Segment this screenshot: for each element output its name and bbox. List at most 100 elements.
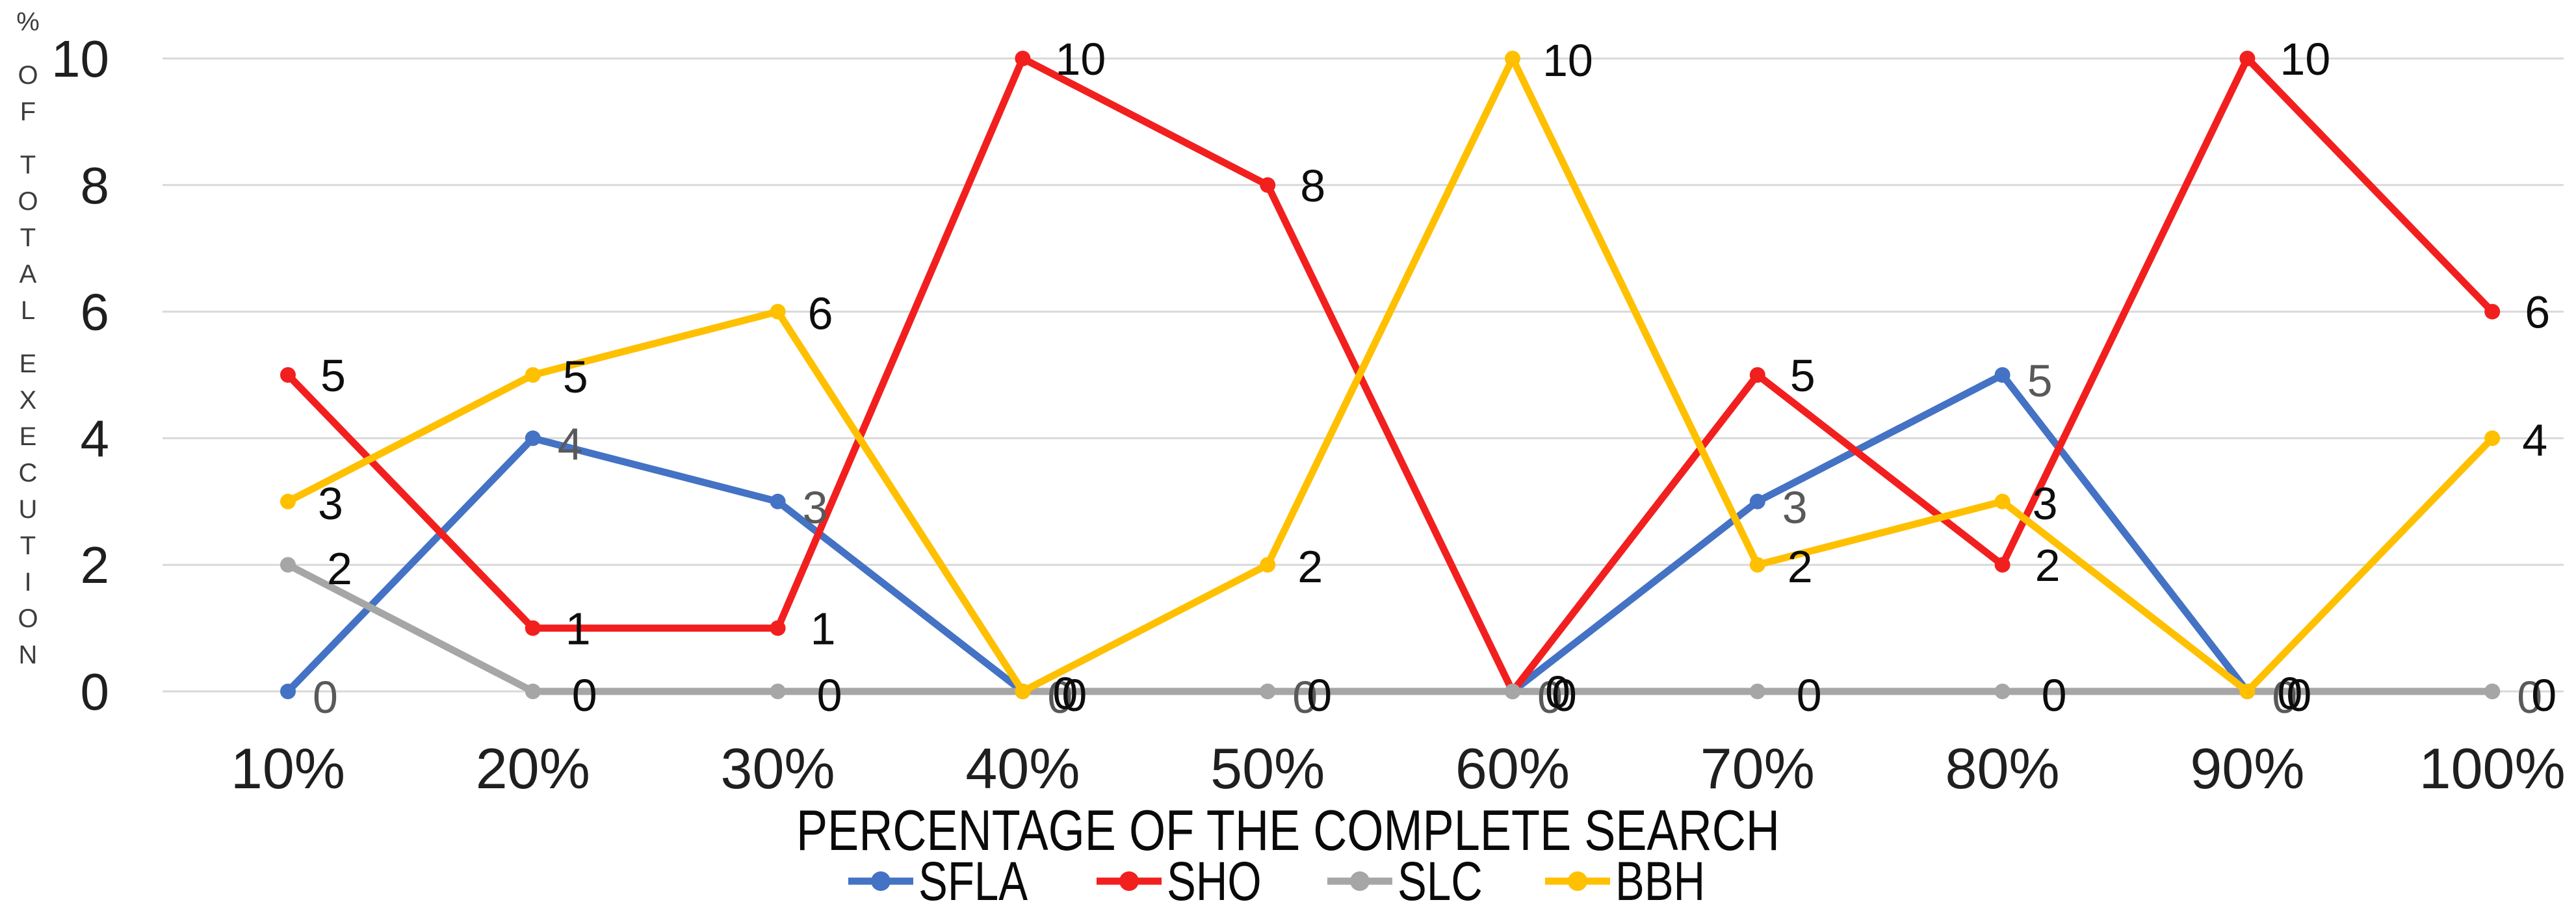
- y-title-char: T: [20, 224, 36, 252]
- data-label-slc: 0: [1061, 670, 1087, 721]
- data-label-sho: 1: [566, 604, 591, 654]
- data-point-bbh: [525, 367, 541, 383]
- data-label-slc: 0: [2286, 670, 2311, 721]
- data-label-sho: 5: [320, 350, 346, 401]
- data-label-sfla: 3: [1782, 482, 1808, 533]
- y-tick-label: 2: [81, 536, 110, 594]
- data-point-sfla: [1994, 367, 2010, 383]
- data-point-slc: [770, 684, 786, 699]
- data-label-sho: 8: [1300, 161, 1325, 211]
- legend-line-marker-icon: [1544, 871, 1610, 891]
- data-point-slc: [1505, 684, 1520, 699]
- x-tick-label: 100%: [2419, 736, 2566, 801]
- data-point-sfla: [770, 493, 786, 509]
- series-line-slc: [284, 561, 2496, 695]
- data-point-slc: [525, 684, 541, 699]
- data-point-bbh: [1505, 51, 1520, 66]
- y-title-char: T: [20, 532, 36, 560]
- data-point-sho: [2239, 51, 2256, 66]
- data-label-bbh: 2: [1297, 541, 1323, 592]
- y-title-char: X: [19, 386, 37, 415]
- data-label-bbh: 3: [318, 478, 343, 529]
- x-axis-title: PERCENTAGE OF THE COMPLETE SEARCH: [0, 801, 2576, 860]
- data-label-slc: 0: [2531, 670, 2556, 721]
- data-label-bbh: 6: [808, 289, 833, 339]
- x-tick-label: 40%: [965, 736, 1080, 801]
- data-label-slc: 0: [1797, 670, 1822, 721]
- data-label-sfla: 3: [803, 482, 828, 533]
- y-title-char: N: [18, 641, 38, 669]
- data-point-sfla: [525, 430, 541, 446]
- data-label-bbh: 5: [563, 352, 588, 402]
- data-label-sho: 2: [2035, 540, 2061, 591]
- data-label-slc: 2: [327, 543, 352, 594]
- data-label-sfla: 0: [1292, 672, 1318, 723]
- legend-item-slc: SLC: [1327, 850, 1503, 912]
- data-label-sfla: 0: [1047, 672, 1073, 723]
- x-tick-label: 30%: [721, 736, 835, 801]
- data-point-sho: [770, 620, 786, 636]
- data-point-slc: [280, 557, 296, 573]
- data-label-bbh: 0: [1052, 668, 1078, 719]
- data-label-bbh: 4: [2522, 415, 2547, 465]
- y-tick-label: 4: [81, 409, 110, 467]
- legend-label: BBH: [1615, 851, 1706, 912]
- data-point-sfla: [280, 684, 296, 699]
- data-point-sho: [525, 620, 541, 636]
- data-label-sfla: 0: [1537, 672, 1563, 723]
- data-label-sho: 6: [2525, 287, 2550, 338]
- data-point-bbh: [1015, 684, 1031, 699]
- data-point-sho: [1015, 51, 1031, 66]
- series-line-sho: [284, 55, 2496, 695]
- data-label-slc: 0: [2042, 670, 2067, 721]
- data-point-slc: [1994, 684, 2010, 699]
- data-label-sho: 0: [1545, 667, 1570, 717]
- legend-item-sho: SHO: [1097, 850, 1285, 912]
- data-point-bbh: [1260, 557, 1276, 573]
- y-title-char: T: [20, 151, 36, 179]
- y-title-char: E: [19, 422, 37, 451]
- data-label-sfla: 4: [558, 418, 583, 469]
- data-point-sho: [2484, 303, 2501, 320]
- legend-marker-dot: [871, 871, 891, 891]
- data-label-bbh: 10: [1542, 35, 1593, 86]
- legend: SFLA SHO SLC BBH: [0, 850, 2576, 912]
- data-label-slc: 0: [1307, 670, 1332, 721]
- data-point-bbh: [1994, 493, 2010, 509]
- y-title-char: A: [19, 260, 37, 289]
- legend-label: SFLA: [918, 851, 1028, 912]
- data-label-sfla: 0: [313, 672, 338, 723]
- y-title-char: E: [19, 350, 37, 378]
- x-tick-label: 10%: [231, 736, 345, 801]
- x-tick-label: 70%: [1700, 736, 1815, 801]
- series-line-sfla: [284, 371, 2496, 695]
- y-axis-title: % O F T O T A L E X E C U T I O N: [9, 4, 47, 673]
- legend-label: SHO: [1167, 851, 1262, 912]
- data-point-bbh: [280, 493, 296, 509]
- data-point-bbh: [2484, 430, 2501, 446]
- data-point-sho: [1260, 177, 1276, 193]
- legend-marker-dot: [1349, 871, 1370, 891]
- y-title-char: F: [20, 97, 36, 126]
- x-tick-label: 50%: [1210, 736, 1325, 801]
- legend-line-marker-icon: [848, 871, 914, 891]
- data-point-bbh: [2239, 684, 2256, 699]
- series-line-bbh: [284, 55, 2496, 695]
- legend-label: SLC: [1397, 851, 1483, 912]
- legend-item-sfla: SFLA: [848, 850, 1055, 912]
- data-label-slc: 0: [572, 670, 597, 721]
- legend-line-marker-icon: [1327, 871, 1392, 891]
- data-point-slc: [1749, 684, 1765, 699]
- data-point-sho: [1749, 367, 1765, 383]
- data-label-slc: 0: [1552, 670, 1577, 721]
- data-point-sfla: [1749, 493, 1765, 509]
- data-point-slc: [2484, 684, 2501, 699]
- y-tick-label: 10: [51, 30, 109, 88]
- legend-item-bbh: BBH: [1544, 850, 1728, 912]
- x-tick-label: 80%: [1945, 736, 2060, 801]
- data-label-sfla: 0: [2272, 672, 2297, 723]
- data-label-sfla: 0: [2517, 672, 2542, 723]
- data-label-sho: 5: [1790, 350, 1815, 401]
- data-label-bbh: 0: [2277, 668, 2302, 719]
